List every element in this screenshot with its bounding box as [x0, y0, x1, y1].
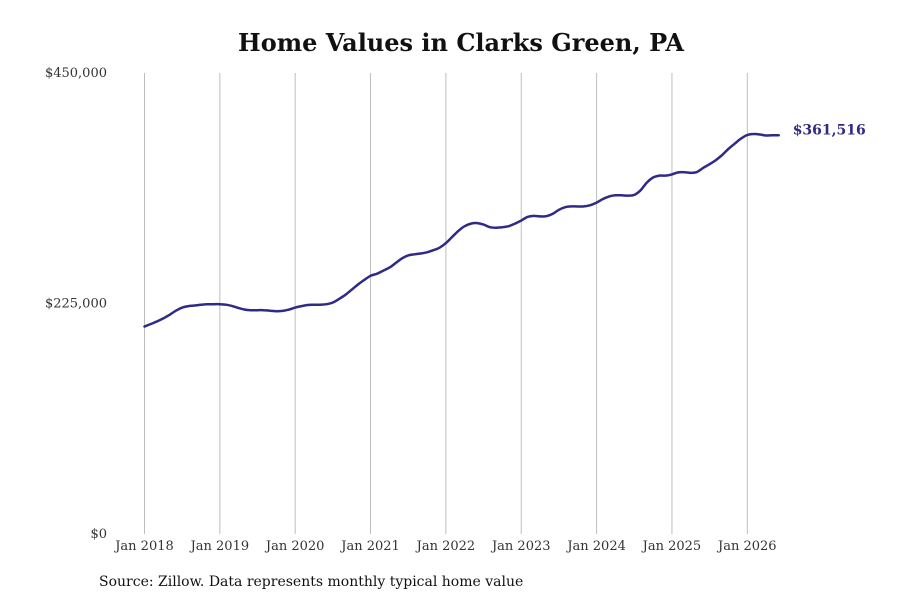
end-value-label: $361,516 [793, 122, 866, 138]
x-tick-label: Jan 2023 [490, 539, 551, 554]
y-axis-tick-labels: $0 $225,000 $450,000 [45, 66, 107, 542]
x-tick-label: Jan 2024 [565, 539, 626, 554]
series-line [143, 132, 780, 328]
y-tick-label: $225,000 [45, 297, 107, 312]
y-tick-label: $0 [90, 527, 107, 542]
x-axis-tick-labels: Jan 2018 Jan 2019 Jan 2020 Jan 2021 Jan 2022… [113, 539, 776, 554]
x-tick-label: Jan 2021 [339, 539, 400, 554]
x-tick-label: Jan 2018 [113, 539, 174, 554]
x-tick-label: Jan 2022 [415, 539, 476, 554]
y-tick-label: $450,000 [45, 66, 107, 81]
chart-title: Home Values in Clarks Green, PA [238, 28, 684, 57]
x-tick-label: Jan 2026 [716, 539, 777, 554]
x-tick-label: Jan 2020 [264, 539, 325, 554]
x-tick-label: Jan 2019 [189, 539, 250, 554]
x-tick-label: Jan 2025 [641, 539, 702, 554]
source-note: Source: Zillow. Data represents monthly … [99, 574, 524, 590]
gridlines [144, 73, 748, 534]
